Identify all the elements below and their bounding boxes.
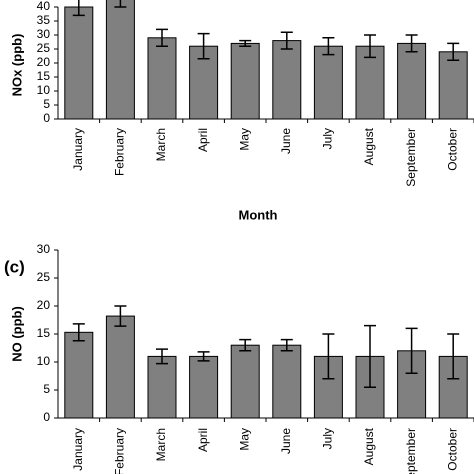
x-tick-label: October: [445, 128, 459, 171]
y-tick-label: 25: [37, 41, 51, 55]
y-tick-label: 30: [37, 27, 51, 41]
error-bar: [197, 32, 210, 60]
error-bar: [114, 0, 127, 8]
y-axis-title: NOx (ppb): [9, 34, 24, 97]
bar: [272, 344, 302, 419]
y-tick-label: 15: [37, 69, 51, 83]
error-bar: [322, 37, 335, 56]
error-bar: [114, 305, 127, 327]
x-tick-label: April: [196, 128, 210, 152]
bar: [64, 6, 94, 120]
y-tick-label: 0: [43, 410, 50, 424]
bar: [147, 37, 177, 120]
error-bar: [364, 324, 376, 388]
error-bar: [280, 31, 293, 50]
bar: [438, 51, 468, 120]
y-tick-label: 0: [43, 111, 50, 125]
y-tick-label: 35: [37, 13, 51, 27]
error-bar: [322, 333, 335, 380]
bar: [189, 355, 219, 419]
bar: [64, 331, 94, 419]
x-tick-label: June: [279, 128, 293, 154]
x-tick-label: July: [321, 428, 335, 449]
error-bar: [405, 34, 418, 53]
bar: [397, 42, 427, 120]
x-tick-label: March: [154, 428, 168, 461]
error-bar: [364, 34, 376, 59]
y-axis-title: NO (ppb): [9, 306, 24, 362]
x-tick-label: March: [154, 128, 168, 161]
x-tick-label: January: [71, 128, 85, 171]
y-tick-label: 10: [37, 354, 51, 368]
x-tick-label: February: [113, 128, 127, 176]
panel-label: (c): [4, 257, 25, 276]
y-tick-label: 20: [37, 55, 51, 69]
error-bar: [405, 327, 418, 374]
bar: [105, 0, 135, 120]
x-tick-label: April: [196, 428, 210, 452]
y-tick-label: 5: [43, 97, 50, 111]
error-bar: [239, 39, 252, 47]
x-tick-label: February: [113, 428, 127, 474]
error-bar: [280, 338, 293, 352]
y-tick-label: 15: [37, 326, 51, 340]
error-bar: [72, 0, 85, 17]
bar: [272, 40, 302, 120]
bar: [313, 45, 343, 120]
error-bar: [156, 28, 168, 47]
y-tick-label: 25: [37, 270, 51, 284]
error-bar: [72, 323, 85, 342]
x-tick-label: January: [71, 428, 85, 471]
bar: [230, 344, 260, 419]
y-tick-label: 40: [37, 0, 51, 13]
error-bar: [197, 351, 210, 362]
error-bar: [156, 348, 168, 365]
y-tick-label: 20: [37, 298, 51, 312]
bar: [105, 315, 135, 419]
x-tick-label: September: [404, 128, 418, 187]
x-tick-label: June: [279, 428, 293, 454]
x-axis-title: Month: [239, 207, 278, 222]
x-tick-label: September: [404, 428, 418, 474]
y-tick-label: 10: [37, 83, 51, 97]
bar: [147, 355, 177, 419]
x-tick-label: August: [362, 127, 376, 165]
x-tick-label: May: [237, 128, 251, 151]
x-tick-label: May: [237, 428, 251, 451]
x-tick-label: October: [445, 428, 459, 471]
bar: [230, 42, 260, 120]
error-bar: [447, 42, 460, 61]
error-bar: [239, 338, 252, 352]
error-bar: [447, 333, 460, 380]
y-tick-label: 30: [37, 242, 51, 256]
y-tick-label: 5: [43, 382, 50, 396]
x-tick-label: August: [362, 427, 376, 465]
x-tick-label: July: [321, 128, 335, 149]
